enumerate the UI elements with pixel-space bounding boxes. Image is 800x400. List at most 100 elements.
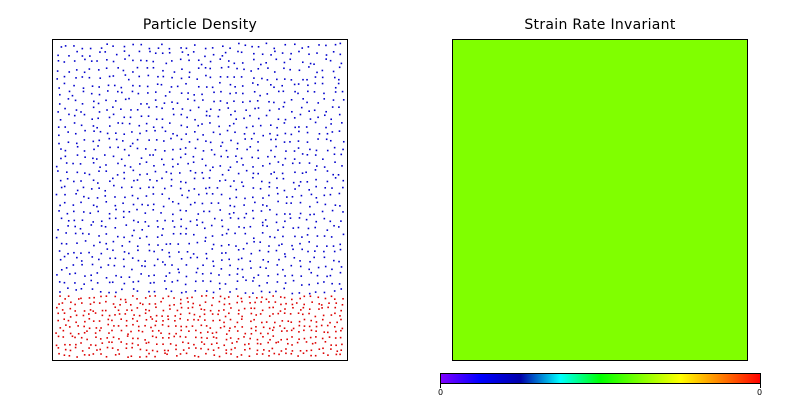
- particle-point-0-115: [113, 264, 116, 267]
- particle-point-1-319: [287, 320, 290, 323]
- particle-point-0-974: [75, 77, 77, 79]
- particle-point-0-774: [201, 123, 203, 125]
- particle-point-0-533: [292, 181, 295, 184]
- particle-point-0-785: [294, 126, 296, 129]
- particle-point-0-175: [309, 260, 311, 263]
- particle-point-0-384: [251, 209, 254, 212]
- particle-point-0-233: [196, 241, 199, 244]
- particle-point-0-769: [161, 126, 164, 129]
- particle-point-0-217: [65, 243, 68, 245]
- particle-point-0-802: [140, 115, 143, 118]
- particle-point-0-925: [259, 94, 261, 97]
- particle-point-1-147: [95, 336, 97, 338]
- particle-point-1-355: [217, 313, 219, 316]
- particle-point-1-461: [291, 303, 294, 306]
- particle-point-1-346: [161, 315, 163, 317]
- particle-point-1-214: [215, 331, 218, 334]
- particle-point-0-1005: [321, 76, 324, 79]
- particle-point-1-8: [105, 355, 108, 358]
- particle-point-1-11: [127, 356, 129, 358]
- particle-point-0-189: [128, 252, 130, 255]
- particle-point-0-1065: [227, 60, 230, 62]
- particle-point-0-1149: [325, 44, 327, 47]
- particle-point-1-510: [303, 295, 306, 298]
- particle-point-0-14: [170, 290, 173, 293]
- particle-point-1-309: [223, 321, 225, 324]
- particle-point-0-278: [269, 235, 271, 238]
- particle-point-0-682: [333, 146, 336, 149]
- particle-point-0-499: [308, 189, 310, 191]
- particle-point-0-632: [220, 155, 222, 158]
- particle-point-0-8: [121, 288, 123, 291]
- particle-point-0-242: [268, 245, 270, 247]
- particle-point-1-416: [302, 306, 305, 309]
- particle-point-1-204: [157, 329, 160, 332]
- particle-point-1-107: [137, 344, 139, 346]
- particle-point-1-484: [144, 297, 147, 299]
- particle-point-0-657: [129, 145, 132, 148]
- particle-point-1-326: [329, 321, 331, 324]
- particle-point-0-433: [64, 193, 66, 196]
- particle-point-0-109: [65, 267, 68, 269]
- particle-point-0-882: [202, 99, 204, 101]
- particle-point-0-520: [184, 181, 187, 184]
- particle-point-0-568: [281, 172, 284, 175]
- particle-point-0-195: [178, 251, 180, 253]
- particle-point-0-249: [326, 245, 328, 247]
- particle-point-0-653: [97, 145, 99, 147]
- particle-point-1-473: [77, 298, 80, 300]
- particle-point-0-69: [323, 281, 325, 283]
- particle-point-1-190: [69, 332, 72, 335]
- particle-point-1-470: [59, 295, 61, 297]
- particle-point-0-661: [163, 150, 166, 152]
- particle-point-0-578: [72, 162, 74, 165]
- particle-point-0-84: [153, 274, 155, 277]
- particle-point-0-1141: [257, 45, 260, 48]
- particle-point-0-788: [314, 121, 317, 124]
- particle-point-0-1022: [173, 71, 176, 73]
- particle-point-0-494: [268, 186, 271, 188]
- particle-point-1-176: [272, 335, 275, 337]
- particle-point-0-1128: [157, 47, 160, 49]
- particle-point-0-1083: [81, 55, 84, 57]
- particle-point-1-492: [191, 296, 193, 299]
- particle-point-0-437: [96, 197, 99, 199]
- particle-point-1-86: [299, 350, 302, 352]
- particle-point-0-49: [163, 280, 166, 282]
- particle-point-1-353: [203, 313, 206, 316]
- particle-point-1-294: [131, 317, 134, 320]
- particle-point-0-450: [205, 192, 208, 195]
- particle-point-0-458: [268, 194, 270, 197]
- particle-point-0-917: [193, 94, 195, 96]
- particle-point-0-711: [274, 138, 277, 141]
- particle-point-1-186: [334, 337, 337, 339]
- particle-point-1-39: [297, 355, 299, 357]
- particle-point-0-868: [93, 100, 95, 103]
- particle-density-title: Particle Density: [142, 17, 258, 33]
- particle-point-0-954: [205, 86, 208, 88]
- particle-point-1-281: [341, 327, 344, 330]
- particle-point-1-501: [248, 296, 251, 298]
- particle-point-0-415: [210, 202, 213, 204]
- particle-point-1-83: [280, 350, 283, 352]
- particle-point-0-449: [198, 193, 200, 196]
- particle-point-1-373: [330, 314, 333, 316]
- particle-point-0-220: [93, 244, 95, 247]
- particle-point-1-45: [335, 353, 338, 356]
- particle-point-1-84: [285, 348, 287, 350]
- particle-point-0-742: [234, 131, 236, 134]
- particle-point-0-909: [131, 90, 134, 93]
- particle-point-0-1150: [334, 43, 337, 46]
- particle-point-0-1120: [89, 47, 92, 50]
- particle-point-1-393: [162, 309, 165, 312]
- particle-point-0-182: [73, 251, 75, 254]
- particle-point-0-959: [241, 85, 244, 87]
- particle-point-0-1118: [73, 45, 75, 47]
- particle-point-0-199: [211, 248, 214, 250]
- particle-point-0-552: [154, 170, 157, 173]
- particle-point-1-378: [69, 307, 72, 310]
- particle-point-0-466: [329, 193, 332, 196]
- particle-point-1-194: [94, 332, 97, 334]
- particle-point-0-979: [112, 75, 115, 77]
- particle-point-0-554: [170, 172, 172, 175]
